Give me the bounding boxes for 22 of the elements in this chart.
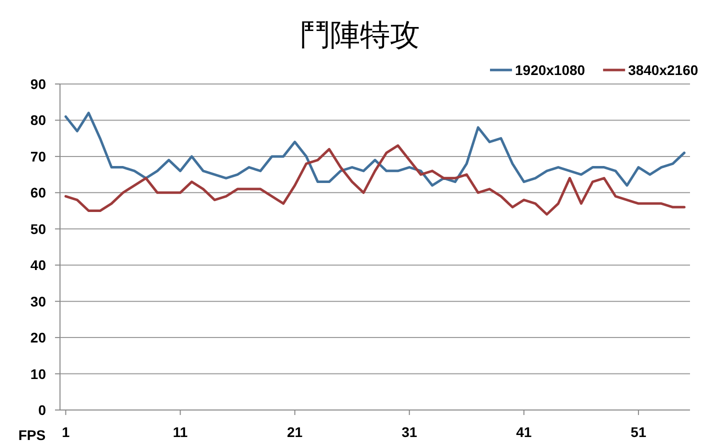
legend-label: 3840x2160 — [628, 62, 698, 78]
line-series — [64, 144, 686, 216]
x-tick-label: 51 — [630, 424, 646, 440]
y-tick-label: 10 — [30, 366, 46, 382]
x-axis-title: FPS — [18, 427, 46, 443]
x-tick-label: 11 — [172, 424, 188, 440]
y-tick-label: 20 — [30, 330, 46, 346]
y-tick-label: 60 — [30, 184, 46, 201]
x-tick-label: 41 — [516, 424, 532, 440]
x-tick-label: 31 — [402, 424, 418, 440]
y-tick-label: 30 — [30, 293, 46, 310]
legend-label: 1920x1080 — [515, 62, 586, 78]
y-tick-label: 80 — [30, 112, 46, 128]
y-tick-label: 90 — [30, 76, 46, 92]
x-tick-label: 21 — [287, 424, 303, 440]
y-tick-label: 70 — [30, 148, 46, 164]
y-tick-label: 40 — [30, 257, 46, 274]
y-tick-label: 0 — [38, 402, 46, 418]
x-tick-label: 1 — [62, 424, 70, 440]
y-tick-label: 50 — [30, 220, 46, 237]
line-series — [64, 112, 686, 187]
chart-title: 鬥陣特攻 — [300, 19, 420, 52]
